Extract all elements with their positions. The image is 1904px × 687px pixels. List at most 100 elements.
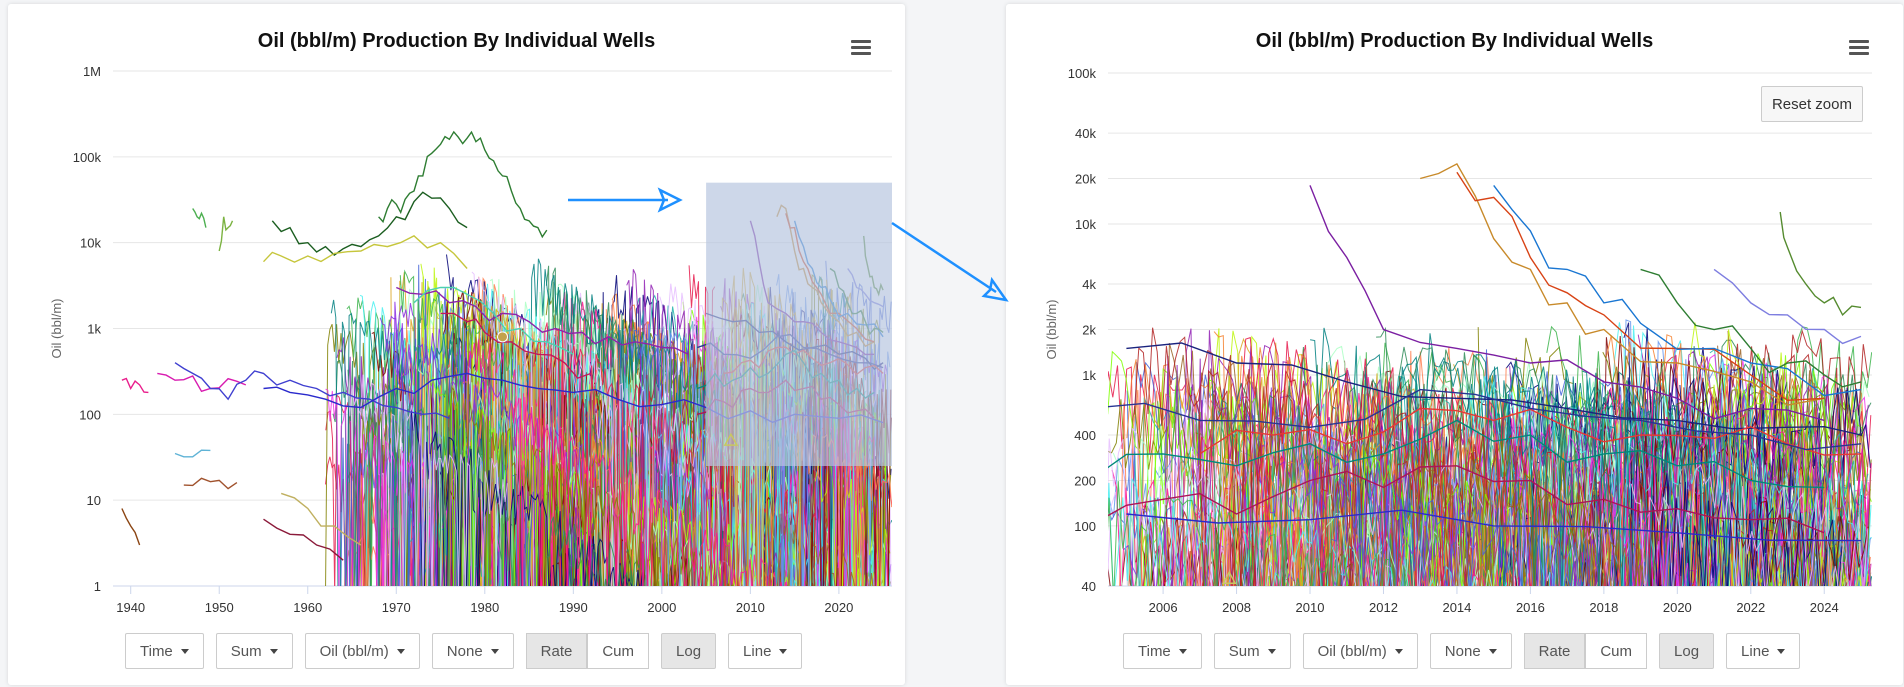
- chart-plot-right[interactable]: 40 100 200 400 1k 2k 4k 10k 20k 40k 100k 2006 2008 20…: [1006, 4, 1903, 624]
- time-dropdown[interactable]: Time: [125, 633, 204, 669]
- line-dropdown[interactable]: Line: [728, 633, 803, 669]
- well-line: [1360, 450, 1509, 586]
- caret-down-icon: [1394, 648, 1403, 654]
- reset-zoom-button[interactable]: Reset zoom: [1760, 86, 1863, 122]
- y-tick-label: 40k: [1075, 126, 1096, 141]
- caret-down-icon: [779, 648, 788, 654]
- well-line: [1213, 331, 1573, 586]
- y-tick-label: 100k: [1068, 66, 1097, 81]
- sum-dropdown[interactable]: Sum: [215, 633, 293, 669]
- sum-dropdown[interactable]: Sum: [1213, 633, 1291, 669]
- well-line: [1108, 481, 1408, 586]
- x-tick-label: 1960: [293, 600, 322, 615]
- well-line: [1727, 330, 1852, 586]
- well-line: [1652, 473, 1843, 586]
- series-line: [1108, 465, 1825, 534]
- oil-dropdown[interactable]: Oil (bbl/m): [304, 633, 420, 669]
- caret-down-icon: [1267, 648, 1276, 654]
- well-line: [1787, 329, 1869, 438]
- series-line: [440, 312, 592, 379]
- well-line: [410, 410, 643, 586]
- well-line: [1217, 417, 1686, 586]
- caret-down-icon: [490, 648, 499, 654]
- well-line: [462, 292, 546, 586]
- series-line: [1108, 419, 1825, 489]
- y-axis-label: Oil (bbl/m): [49, 299, 64, 359]
- well-line: [1123, 507, 1402, 586]
- well-line: [1621, 319, 1751, 586]
- y-tick-label: 40: [1082, 579, 1096, 594]
- caret-down-icon: [1178, 648, 1187, 654]
- none-dropdown[interactable]: None: [1429, 633, 1512, 669]
- series-line: [262, 235, 468, 269]
- series-line: [1108, 388, 1862, 451]
- well-line: [617, 324, 663, 586]
- chart-title: Oil (bbl/m) Production By Individual Wel…: [257, 30, 656, 52]
- chart-title: Oil (bbl/m) Production By Individual Wel…: [1255, 30, 1654, 52]
- series-line: [1199, 407, 1862, 456]
- log-button[interactable]: Log: [661, 633, 717, 669]
- x-tick-label: 2020: [824, 600, 853, 615]
- rate-button[interactable]: Rate: [1523, 633, 1586, 669]
- well-line: [1630, 462, 1869, 586]
- series-line: [183, 477, 238, 490]
- x-tick-label: 2008: [1222, 600, 1251, 615]
- chart-panel-right: Oil (bbl/m) Production By Individual Wel…: [1006, 4, 1903, 685]
- well-line: [1243, 491, 1557, 586]
- series-line: [1126, 342, 1862, 436]
- rate-cum-toggle: Rate Cum: [1523, 633, 1648, 669]
- y-axis-label: Oil (bbl/m): [1044, 300, 1059, 360]
- series-line: [121, 508, 141, 546]
- caret-down-icon: [180, 648, 189, 654]
- series-line: [1126, 509, 1862, 542]
- hamburger-menu-icon[interactable]: [851, 40, 871, 56]
- y-tick-label: 1M: [83, 64, 101, 79]
- line-dropdown[interactable]: Line: [1726, 633, 1801, 669]
- well-line: [1766, 381, 1868, 586]
- series-line: [1456, 171, 1825, 402]
- well-line: [1420, 422, 1536, 586]
- series-line: [1493, 184, 1862, 397]
- well-line: [1619, 513, 1711, 586]
- y-tick-label: 100k: [73, 150, 102, 165]
- y-tick-label: 100: [1074, 519, 1096, 534]
- none-dropdown[interactable]: None: [431, 633, 514, 669]
- well-line: [1592, 335, 1727, 586]
- cum-button[interactable]: Cum: [587, 633, 650, 669]
- point-marker: [723, 432, 739, 446]
- well-line: [1734, 353, 1837, 586]
- series-line: [192, 208, 207, 228]
- series-line: [413, 286, 574, 355]
- time-dropdown[interactable]: Time: [1123, 633, 1202, 669]
- y-tick-label: 2k: [1082, 323, 1096, 338]
- x-tick-label: 2012: [1369, 600, 1398, 615]
- series-line: [271, 191, 468, 257]
- well-line: [814, 458, 891, 586]
- well-line: [332, 359, 649, 586]
- y-tick-label: 10k: [80, 236, 101, 251]
- series-line: [263, 518, 344, 561]
- y-tick-label: 10: [87, 493, 101, 508]
- point-marker: [497, 331, 508, 343]
- x-tick-label: 2010: [1296, 600, 1325, 615]
- hamburger-menu-icon[interactable]: [1849, 40, 1869, 56]
- log-button[interactable]: Log: [1659, 633, 1715, 669]
- chart-plot-left[interactable]: 1 10 100 1k 10k 100k 1M 1940 1950 1960 1970 1980 199…: [8, 4, 905, 624]
- well-line: [546, 516, 634, 586]
- series-line: [280, 492, 362, 546]
- series-line: [1640, 268, 1862, 388]
- x-tick-label: 2018: [1589, 600, 1618, 615]
- well-line: [533, 322, 817, 586]
- rate-button[interactable]: Rate: [525, 633, 588, 669]
- chart-toolbar-right: Time Sum Oil (bbl/m) None Rate Cum Log L…: [1123, 632, 1812, 670]
- cum-button[interactable]: Cum: [1585, 633, 1648, 669]
- y-tick-label: 10k: [1075, 217, 1096, 232]
- well-line: [379, 315, 585, 586]
- x-tick-label: 2006: [1149, 600, 1178, 615]
- point-marker: [1221, 570, 1237, 585]
- well-line: [1618, 490, 1858, 586]
- chart-toolbar-left: Time Sum Oil (bbl/m) None Rate Cum Log L…: [125, 632, 814, 670]
- oil-dropdown[interactable]: Oil (bbl/m): [1302, 633, 1418, 669]
- x-tick-label: 1950: [205, 600, 234, 615]
- well-line: [1679, 377, 1802, 586]
